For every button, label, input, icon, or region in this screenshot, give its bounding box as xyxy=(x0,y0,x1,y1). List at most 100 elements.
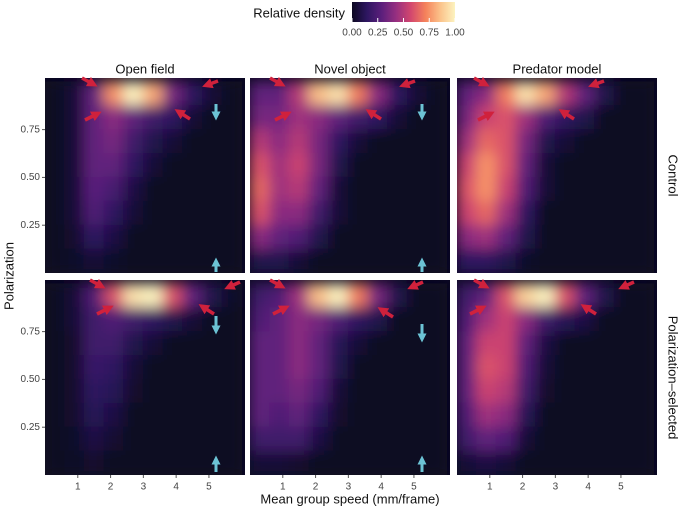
heat-cell xyxy=(387,355,408,380)
heat-cell xyxy=(142,283,164,309)
heat-cell xyxy=(406,426,428,452)
heat-cell xyxy=(535,176,556,202)
heat-cell xyxy=(406,355,428,380)
heat-cell xyxy=(426,283,448,309)
heat-cell xyxy=(328,402,349,428)
heat-cell xyxy=(142,81,164,107)
heat-cell xyxy=(457,129,478,155)
heat-cell xyxy=(162,283,184,309)
heat-cell xyxy=(554,176,576,202)
heat-cell xyxy=(269,450,290,475)
heat-cell xyxy=(64,153,85,178)
heat-cell xyxy=(103,176,125,202)
heat-cell xyxy=(347,355,369,380)
heat-cell xyxy=(250,307,271,333)
heat-cell xyxy=(554,331,576,357)
heat-cell xyxy=(201,224,223,250)
heat-cell xyxy=(45,450,66,475)
heat-cell xyxy=(495,176,517,202)
heat-cell xyxy=(45,331,66,357)
heat-cell xyxy=(347,224,369,250)
heat-cell xyxy=(162,355,184,380)
heat-cell xyxy=(367,283,389,309)
heat-cell xyxy=(288,283,310,309)
heat-cell xyxy=(83,81,105,107)
heat-cell xyxy=(142,402,164,428)
heat-cell xyxy=(515,176,537,202)
heat-cell xyxy=(554,224,576,250)
heat-cell xyxy=(515,331,537,357)
heat-cell xyxy=(288,402,310,428)
heat-cell xyxy=(269,378,290,404)
heat-cell xyxy=(457,378,478,404)
colorbar xyxy=(352,2,455,22)
heat-cell xyxy=(103,331,125,357)
heat-cell xyxy=(406,176,428,202)
heat-cell xyxy=(250,331,271,357)
heat-cell xyxy=(221,426,243,452)
heat-cell xyxy=(308,283,330,309)
heat-cell xyxy=(535,307,556,333)
heat-cell xyxy=(269,248,290,273)
panel xyxy=(250,78,450,273)
heat-cell xyxy=(308,81,330,107)
heat-cell xyxy=(613,355,635,380)
heat-cell xyxy=(495,200,517,226)
x-tick-label: 2 xyxy=(108,482,114,493)
heat-cell xyxy=(426,402,448,428)
heat-cell xyxy=(221,355,243,380)
heat-cell xyxy=(64,81,85,107)
heat-cell xyxy=(288,378,310,404)
heat-cell xyxy=(426,450,448,475)
heat-cell xyxy=(426,81,448,107)
heat-cell xyxy=(633,426,655,452)
heat-cell xyxy=(221,248,243,273)
heat-cell xyxy=(182,331,203,357)
heat-cell xyxy=(45,129,66,155)
heat-cell xyxy=(123,81,144,107)
heat-cell xyxy=(221,153,243,178)
heat-cell xyxy=(347,129,369,155)
heat-cell xyxy=(221,200,243,226)
heat-cell xyxy=(308,248,330,273)
heat-cell xyxy=(182,224,203,250)
heat-cell xyxy=(426,153,448,178)
heat-cell xyxy=(328,129,349,155)
heat-cell xyxy=(308,426,330,452)
heat-cell xyxy=(426,331,448,357)
heat-cell xyxy=(535,81,556,107)
x-axis-label: Mean group speed (mm/frame) xyxy=(260,491,439,506)
heat-cell xyxy=(426,426,448,452)
heat-cell xyxy=(328,153,349,178)
heat-cell xyxy=(574,402,596,428)
heat-cell xyxy=(142,224,164,250)
heat-cell xyxy=(613,176,635,202)
heat-cell xyxy=(328,248,349,273)
heat-cell xyxy=(182,153,203,178)
heat-cell xyxy=(613,105,635,131)
heat-cell xyxy=(574,283,596,309)
heat-cell xyxy=(633,378,655,404)
heat-cell xyxy=(574,224,596,250)
heat-cell xyxy=(83,283,105,309)
heat-cell xyxy=(45,307,66,333)
heat-cell xyxy=(426,200,448,226)
heat-cell xyxy=(406,200,428,226)
heatmap xyxy=(457,81,655,273)
heat-cell xyxy=(535,283,556,309)
heat-cell xyxy=(387,248,408,273)
heat-cell xyxy=(250,153,271,178)
heat-cell xyxy=(367,153,389,178)
heat-cell xyxy=(103,81,125,107)
heat-cell xyxy=(83,200,105,226)
heat-cell xyxy=(387,331,408,357)
heat-cell xyxy=(426,307,448,333)
heat-cell xyxy=(554,153,576,178)
heat-cell xyxy=(83,248,105,273)
heat-cell xyxy=(162,450,184,475)
x-tick-label: 1 xyxy=(75,482,81,493)
panel xyxy=(45,280,245,475)
heat-cell xyxy=(64,331,85,357)
heat-cell xyxy=(123,450,144,475)
heat-cell xyxy=(594,176,615,202)
